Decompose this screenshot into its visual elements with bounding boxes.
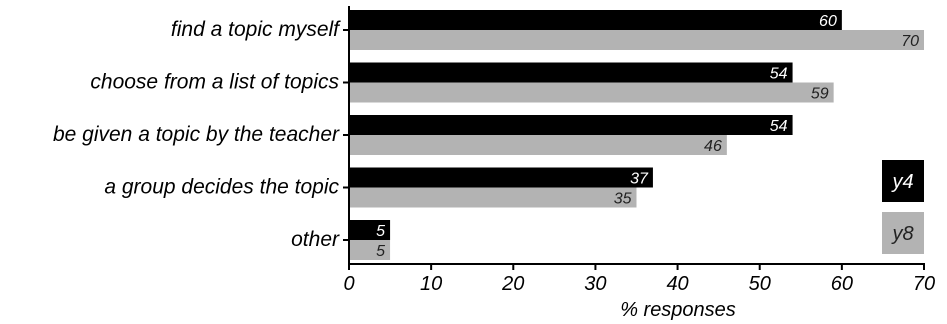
x-tick-labels: 0 10 20 30 40 50 60 70 xyxy=(343,273,935,295)
x-tick-label-0: 0 xyxy=(343,273,354,295)
category-label-a-group-decides-the-topic: a group decides the topic xyxy=(104,176,339,199)
data-label-y4-find-a-topic-myself: 60 xyxy=(819,13,837,30)
category-label-choose-from-a-list-of-topics: choose from a list of topics xyxy=(90,71,339,94)
legend-swatch-y8 xyxy=(882,212,924,254)
bar-y8-be-given-a-topic-by-the-teacher xyxy=(349,135,727,155)
x-tick-label-10: 10 xyxy=(420,273,442,295)
data-label-y8-a-group-decides-the-topic: 35 xyxy=(614,191,632,208)
category-label-other: other xyxy=(291,228,340,251)
legend-swatch-y4 xyxy=(882,160,924,202)
x-tick-label-60: 60 xyxy=(831,273,853,295)
data-label-y8-be-given-a-topic-by-the-teacher: 46 xyxy=(704,138,722,155)
legend: y4 y8 xyxy=(882,160,924,254)
axes-group xyxy=(343,6,925,270)
x-axis-title: % responses xyxy=(620,299,736,321)
x-tick-label-40: 40 xyxy=(666,273,688,295)
bar-y8-other xyxy=(349,240,391,260)
category-label-find-a-topic-myself: find a topic myself xyxy=(171,18,341,41)
data-label-y4-be-given-a-topic-by-the-teacher: 54 xyxy=(770,118,788,135)
data-label-y8-other: 5 xyxy=(376,243,385,260)
data-label-y4-choose-from-a-list-of-topics: 54 xyxy=(770,66,788,83)
legend-label-y4: y4 xyxy=(890,171,913,193)
legend-label-y8: y8 xyxy=(890,223,913,245)
x-tick-label-20: 20 xyxy=(501,273,524,295)
bars-group: 60 70 54 59 54 46 37 35 5 5 xyxy=(349,10,924,260)
bar-y4-other xyxy=(349,220,391,240)
bar-y8-find-a-topic-myself xyxy=(349,30,924,50)
bar-y8-choose-from-a-list-of-topics xyxy=(349,82,834,103)
data-label-y4-other: 5 xyxy=(376,223,385,240)
category-labels: find a topic myself choose from a list of… xyxy=(53,18,341,251)
x-tick-label-70: 70 xyxy=(913,273,935,295)
data-label-y4-a-group-decides-the-topic: 37 xyxy=(630,171,649,188)
bar-y8-a-group-decides-the-topic xyxy=(349,187,637,208)
bar-y4-find-a-topic-myself xyxy=(349,10,842,30)
bar-y4-a-group-decides-the-topic xyxy=(349,167,653,188)
bar-y4-choose-from-a-list-of-topics xyxy=(349,62,793,83)
bar-y4-be-given-a-topic-by-the-teacher xyxy=(349,115,793,135)
x-tick-label-50: 50 xyxy=(749,273,771,295)
data-label-y8-find-a-topic-myself: 70 xyxy=(901,33,919,50)
x-tick-label-30: 30 xyxy=(584,273,606,295)
data-label-y8-choose-from-a-list-of-topics: 59 xyxy=(811,86,829,103)
category-label-be-given-a-topic-by-the-teacher: be given a topic by the teacher xyxy=(53,123,340,146)
